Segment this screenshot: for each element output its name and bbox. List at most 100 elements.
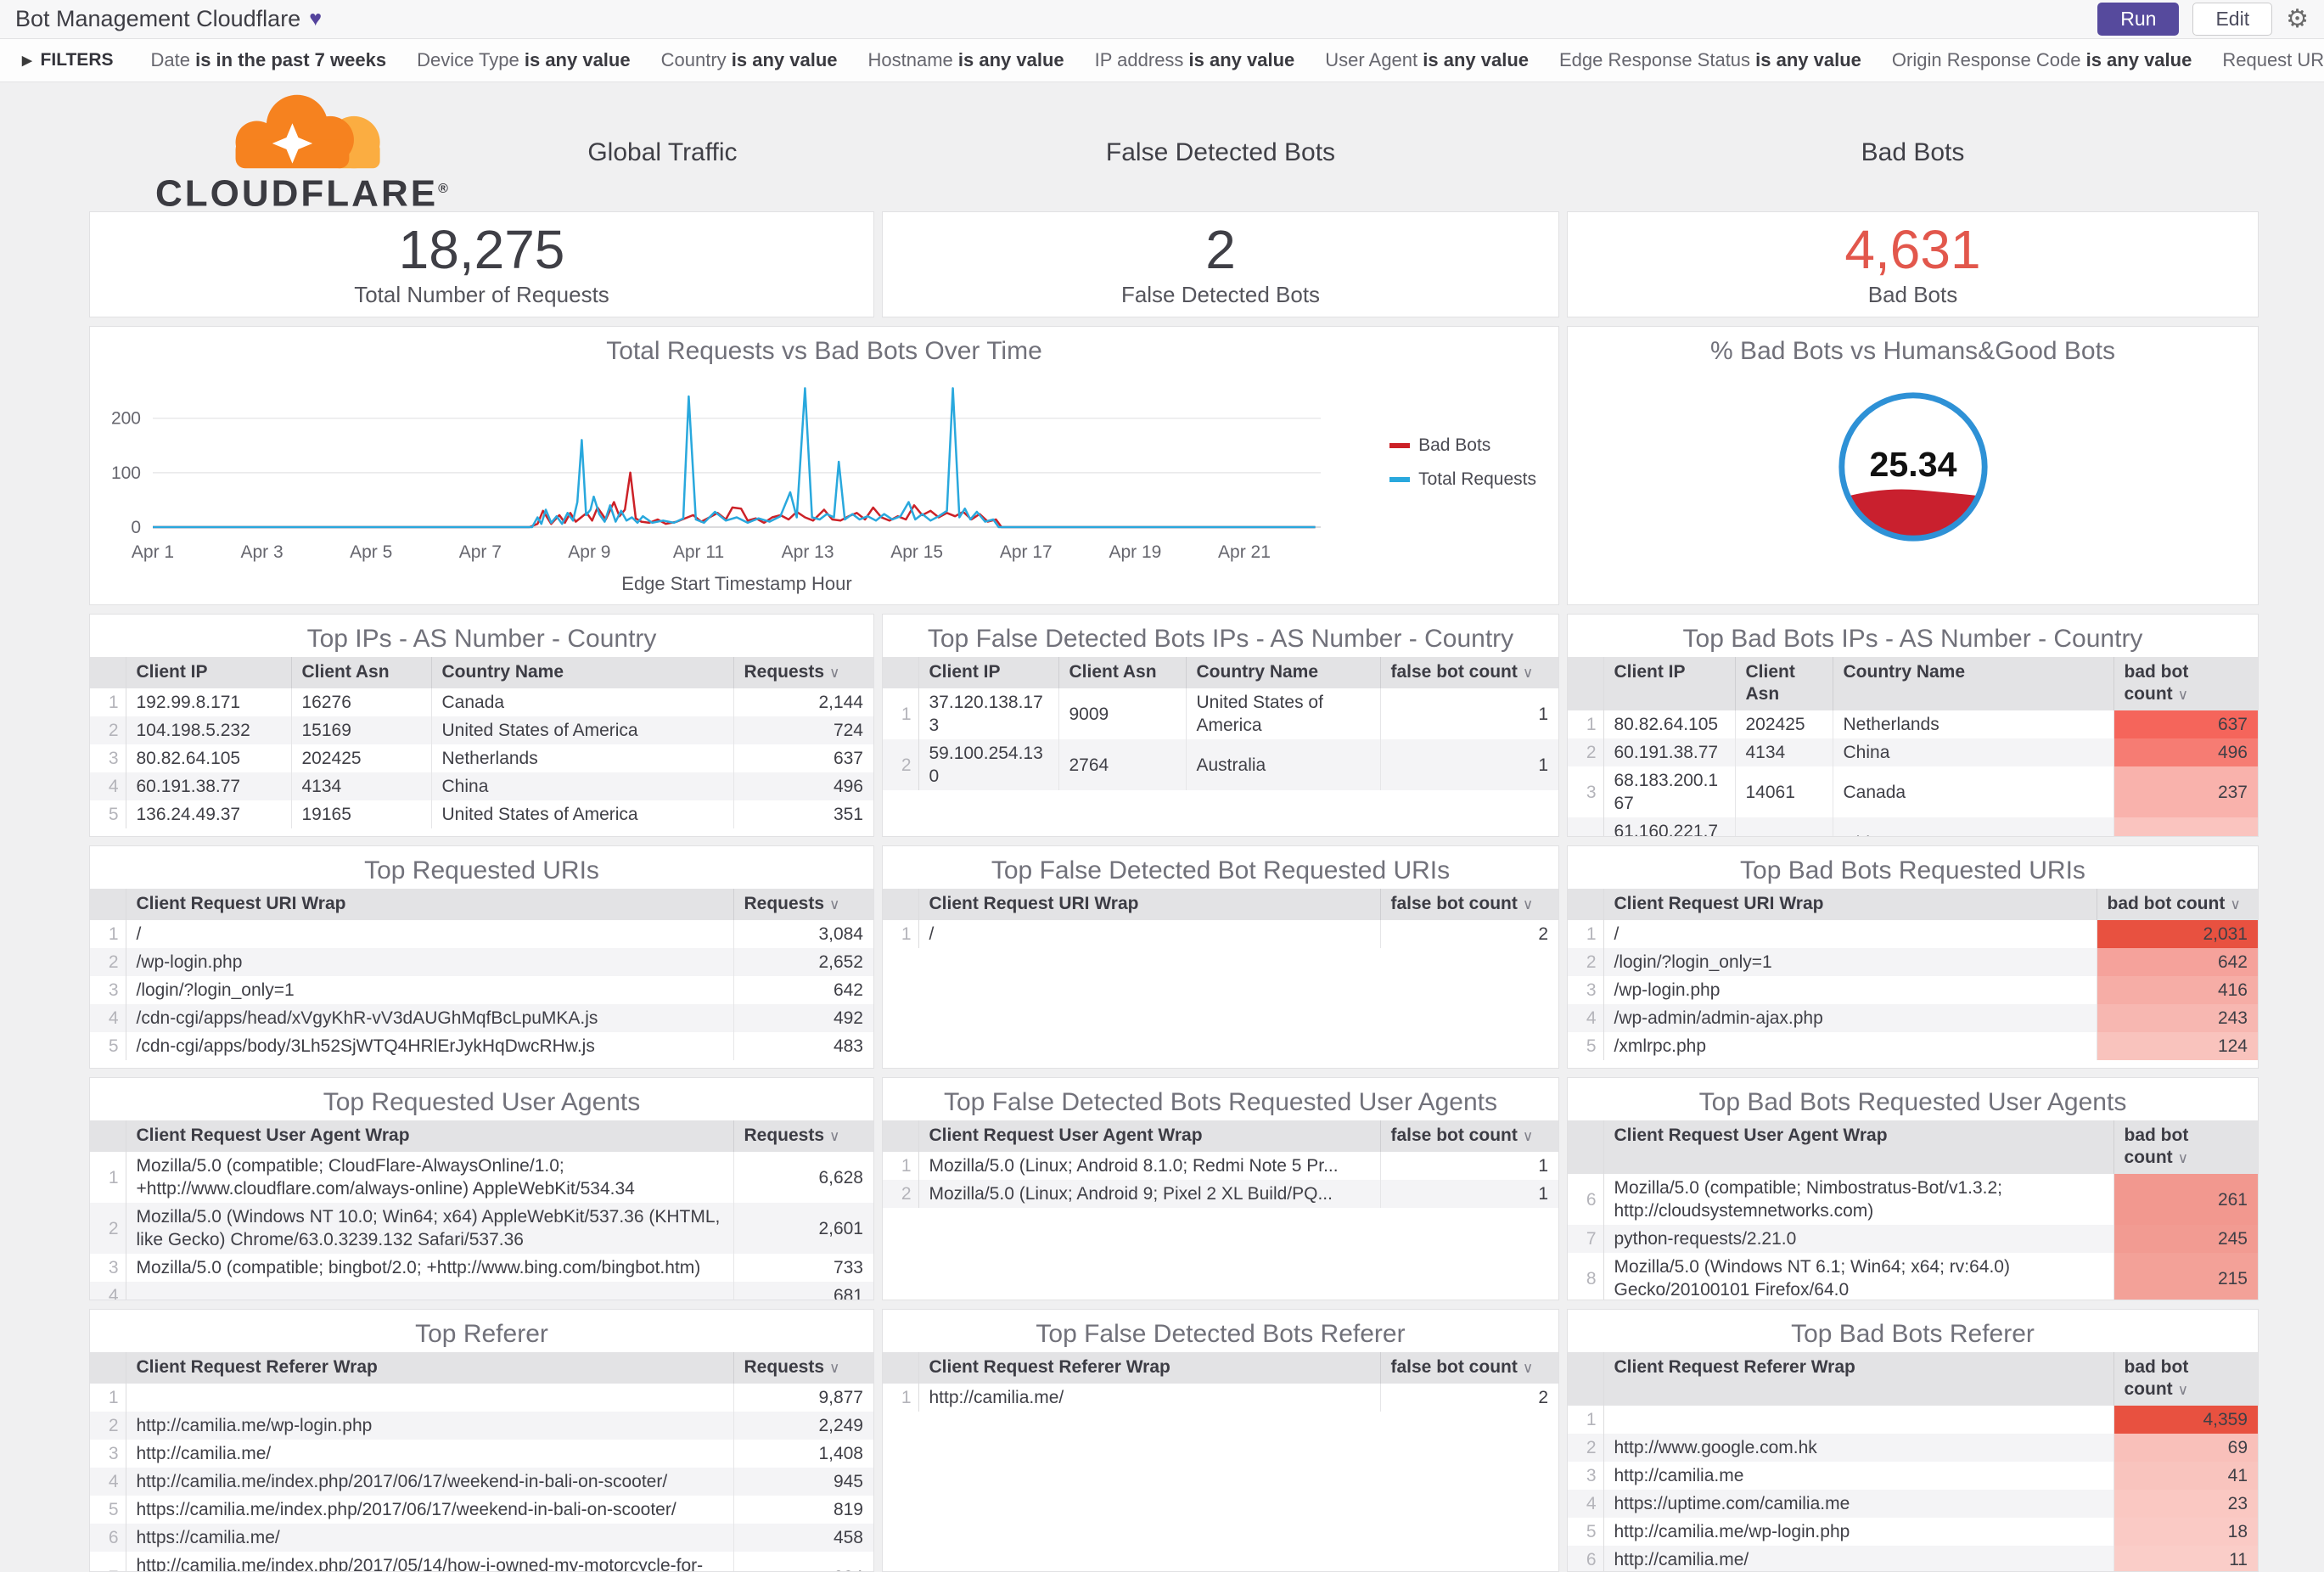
cell[interactable]: Mozilla/5.0 (Windows NT 10.0; Win64; x64… — [126, 1203, 733, 1254]
cell[interactable]: 2 — [1380, 920, 1558, 948]
cell[interactable]: http://camilia.me/index.php/2017/06/17/w… — [126, 1468, 733, 1496]
cell[interactable]: 1 — [1380, 688, 1558, 739]
column-header[interactable]: Client Asn — [291, 657, 431, 688]
cell[interactable]: Mozilla/5.0 (compatible; CloudFlare-Alwa… — [126, 1152, 733, 1203]
cell[interactable]: Netherlands — [431, 744, 733, 772]
cell[interactable]: 61.160.221.73 — [1603, 817, 1735, 837]
column-header[interactable]: bad bot count∨ — [2113, 657, 2258, 710]
filter-chip[interactable]: Date is in the past 7 weeks — [151, 49, 387, 70]
cell[interactable]: United States of America — [1186, 688, 1380, 739]
cell[interactable]: 215 — [2113, 1253, 2258, 1300]
cell[interactable]: 144 — [2113, 817, 2258, 837]
filter-chip[interactable]: Device Type is any value — [417, 49, 631, 70]
column-header[interactable]: bad bot count∨ — [2097, 889, 2258, 920]
gear-icon[interactable]: ⚙ — [2286, 7, 2309, 32]
cell[interactable]: 136.24.49.37 — [126, 800, 291, 828]
cell[interactable]: United States of America — [431, 800, 733, 828]
cell[interactable]: https://uptime.com/camilia.me — [1603, 1490, 2113, 1518]
cell[interactable]: 2,601 — [733, 1203, 873, 1254]
cell[interactable]: 1 — [1380, 1152, 1558, 1180]
cell[interactable]: 1 — [1380, 1180, 1558, 1208]
cell[interactable]: http://camilia.me/ — [1603, 1546, 2113, 1572]
cell[interactable]: 1,408 — [733, 1440, 873, 1468]
cell[interactable]: China — [1833, 817, 2113, 837]
cell[interactable]: 2764 — [1058, 739, 1186, 790]
legend-entry[interactable]: Total Requests — [1389, 469, 1536, 490]
column-header[interactable]: Country Name — [431, 657, 733, 688]
cell[interactable]: python-requests/2.21.0 — [1603, 1225, 2113, 1253]
cell[interactable]: 60.191.38.77 — [126, 772, 291, 800]
cell[interactable] — [1603, 1406, 2113, 1434]
cell[interactable]: /xmlrpc.php — [1603, 1032, 2097, 1060]
cell[interactable] — [126, 1282, 733, 1300]
cell[interactable]: http://camilia.me/wp-login.php — [126, 1412, 733, 1440]
edit-button[interactable]: Edit — [2192, 3, 2272, 36]
cell[interactable]: 496 — [733, 772, 873, 800]
cell[interactable]: Mozilla/5.0 (Linux; Android 9; Pixel 2 X… — [918, 1180, 1380, 1208]
cell[interactable]: 642 — [733, 976, 873, 1004]
column-header[interactable]: Requests∨ — [733, 657, 873, 688]
cell[interactable]: China — [431, 772, 733, 800]
column-header[interactable]: Client Asn — [1058, 657, 1186, 688]
cell[interactable]: 2 — [1380, 1384, 1558, 1412]
cell[interactable]: China — [1833, 738, 2113, 766]
cell[interactable]: / — [1603, 920, 2097, 948]
run-button[interactable]: Run — [2097, 3, 2179, 36]
column-header[interactable]: Requests∨ — [733, 1352, 873, 1384]
cell[interactable]: 245 — [2113, 1225, 2258, 1253]
cell[interactable]: /login/?login_only=1 — [1603, 948, 2097, 976]
cell[interactable]: 68.183.200.167 — [1603, 766, 1735, 817]
cell[interactable]: / — [918, 920, 1380, 948]
cell[interactable]: 60.191.38.77 — [1603, 738, 1735, 766]
cell[interactable]: 80.82.64.105 — [1603, 710, 1735, 738]
cell[interactable]: Australia — [1186, 739, 1380, 790]
cell[interactable]: 458 — [733, 1524, 873, 1552]
cell[interactable]: 6,628 — [733, 1152, 873, 1203]
cell[interactable]: 642 — [2097, 948, 2258, 976]
cell[interactable]: http://camilia.me/wp-login.php — [1603, 1518, 2113, 1546]
cell[interactable]: Mozilla/5.0 (Windows NT 6.1; Win64; x64;… — [1603, 1253, 2113, 1300]
column-header[interactable]: Requests∨ — [733, 1120, 873, 1152]
cell[interactable]: https://camilia.me/index.php/2017/06/17/… — [126, 1496, 733, 1524]
column-header[interactable]: Client Request URI Wrap — [126, 889, 733, 920]
cell[interactable]: http://camilia.me/ — [126, 1440, 733, 1468]
cell[interactable]: 2,652 — [733, 948, 873, 976]
cell[interactable]: 637 — [2113, 710, 2258, 738]
cell[interactable]: 243 — [2097, 1004, 2258, 1032]
cell[interactable]: 2,249 — [733, 1412, 873, 1440]
cell[interactable]: 9,877 — [733, 1384, 873, 1412]
column-header[interactable]: false bot count∨ — [1380, 657, 1558, 688]
cell[interactable]: Canada — [431, 688, 733, 716]
cell[interactable]: /wp-admin/admin-ajax.php — [1603, 1004, 2097, 1032]
filter-chip[interactable]: Origin Response Code is any value — [1892, 49, 2192, 70]
column-header[interactable]: Country Name — [1833, 657, 2113, 710]
cell[interactable]: 41 — [2113, 1462, 2258, 1490]
cell[interactable]: /login/?login_only=1 — [126, 976, 733, 1004]
column-header[interactable]: Country Name — [1186, 657, 1380, 688]
cell[interactable]: 4134 — [291, 772, 431, 800]
cell[interactable]: 945 — [733, 1468, 873, 1496]
cell[interactable]: 202425 — [291, 744, 431, 772]
cell[interactable]: 483 — [733, 1032, 873, 1060]
cell[interactable]: 3,084 — [733, 920, 873, 948]
cell[interactable]: http://camilia.me — [1603, 1462, 2113, 1490]
cell[interactable]: 19165 — [291, 800, 431, 828]
column-header[interactable]: Client Request URI Wrap — [918, 889, 1380, 920]
cell[interactable]: 80.82.64.105 — [126, 744, 291, 772]
column-header[interactable]: Client IP — [1603, 657, 1735, 710]
filter-chip[interactable]: Country is any value — [661, 49, 838, 70]
cell[interactable]: 15169 — [291, 716, 431, 744]
cell[interactable]: 733 — [733, 1254, 873, 1282]
cell[interactable]: http://camilia.me/index.php/2017/05/14/h… — [126, 1552, 733, 1572]
column-header[interactable]: bad bot count∨ — [2113, 1352, 2258, 1406]
cell[interactable]: 492 — [733, 1004, 873, 1032]
filter-chip[interactable]: User Agent is any value — [1325, 49, 1529, 70]
filter-chip[interactable]: Edge Response Status is any value — [1559, 49, 1861, 70]
cell[interactable]: /wp-login.php — [1603, 976, 2097, 1004]
cell[interactable]: 104.198.5.232 — [126, 716, 291, 744]
cell[interactable]: 192.99.8.171 — [126, 688, 291, 716]
filter-chip[interactable]: Request URI is any value — [2222, 49, 2324, 70]
cell[interactable]: 284 — [733, 1552, 873, 1572]
cell[interactable]: 2,144 — [733, 688, 873, 716]
cell[interactable]: 9009 — [1058, 688, 1186, 739]
